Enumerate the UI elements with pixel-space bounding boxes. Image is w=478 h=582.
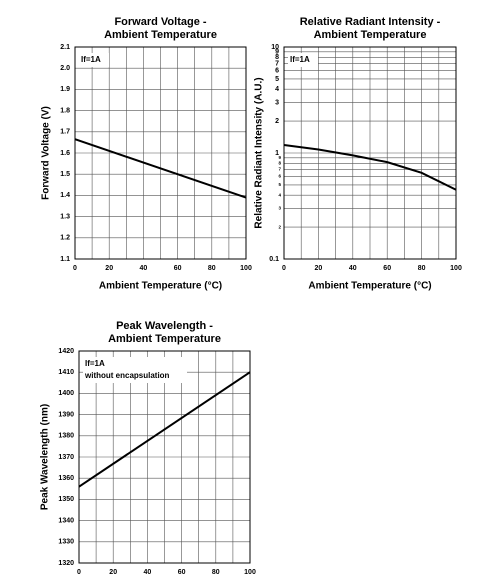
y-tick-label: 3 xyxy=(278,206,281,211)
x-tick-label: 60 xyxy=(174,265,182,272)
y-tick-label: 10 xyxy=(271,44,279,51)
x-tick-label: 0 xyxy=(77,569,81,576)
y-tick-label: 1.9 xyxy=(60,86,70,93)
x-tick-label: 60 xyxy=(178,569,186,576)
x-tick-label: 100 xyxy=(240,265,252,272)
annotation-box xyxy=(83,357,187,383)
x-tick-label: 0 xyxy=(282,265,286,272)
y-tick-label: 6 xyxy=(275,67,279,74)
annotation-box xyxy=(288,53,318,67)
y-tick-label: 1.2 xyxy=(60,235,70,242)
x-tick-label: 100 xyxy=(450,265,462,272)
plot-frame xyxy=(283,46,457,260)
y-axis-label: Peak Wavelength (nm) xyxy=(40,404,51,510)
y-tick-label: 1390 xyxy=(58,411,74,418)
y-tick-label: 3 xyxy=(275,99,279,106)
data-line xyxy=(78,371,251,488)
y-tick-label: 2 xyxy=(275,118,279,125)
y-tick-label: 2.1 xyxy=(60,44,70,51)
y-tick-label: 1370 xyxy=(58,454,74,461)
annotation-box xyxy=(79,53,109,67)
y-tick-label: 1360 xyxy=(58,475,74,482)
x-tick-label: 40 xyxy=(144,569,152,576)
y-tick-label: 8 xyxy=(275,54,279,61)
chart-title: Ambient Temperature xyxy=(108,333,221,345)
y-tick-label: 1330 xyxy=(58,539,74,546)
y-tick-label: 1340 xyxy=(58,517,74,524)
x-tick-label: 20 xyxy=(315,265,323,272)
x-tick-label: 20 xyxy=(105,265,113,272)
y-tick-label: 1.3 xyxy=(60,213,70,220)
y-tick-label: 0.1 xyxy=(269,256,279,263)
y-tick-label: 1.4 xyxy=(60,192,70,199)
data-line xyxy=(74,138,247,199)
y-tick-label: 4 xyxy=(278,192,281,197)
chart-title: Peak Wavelength - xyxy=(116,320,213,332)
y-tick-label: 1400 xyxy=(58,390,74,397)
x-axis-label: Ambient Temperature (°C) xyxy=(99,281,222,292)
x-tick-label: 0 xyxy=(73,265,77,272)
annotation: If=1A xyxy=(85,359,105,368)
y-tick-label: 9 xyxy=(275,49,279,56)
chart-title: Ambient Temperature xyxy=(104,29,217,41)
x-tick-label: 100 xyxy=(244,569,256,576)
y-tick-label: 1 xyxy=(275,150,279,157)
x-tick-label: 60 xyxy=(383,265,391,272)
x-tick-label: 80 xyxy=(418,265,426,272)
y-tick-label: 1420 xyxy=(58,348,74,355)
y-tick-label: 2.0 xyxy=(60,65,70,72)
x-tick-label: 80 xyxy=(208,265,216,272)
x-axis-label: Ambient Temperature (°C) xyxy=(308,281,431,292)
annotation: If=1A xyxy=(290,55,310,64)
annotation: If=1A xyxy=(81,55,101,64)
y-axis-label: Forward Voltage (V) xyxy=(41,106,52,200)
y-tick-label: 8 xyxy=(278,160,281,165)
plot-frame xyxy=(74,46,247,260)
x-tick-label: 40 xyxy=(349,265,357,272)
y-axis-label: Relative Radiant Intensity (A.U.) xyxy=(254,77,265,228)
x-tick-label: 20 xyxy=(109,569,117,576)
plot-frame xyxy=(78,350,251,564)
annotation: without encapsulation xyxy=(84,371,170,380)
y-tick-label: 1410 xyxy=(58,369,74,376)
y-tick-label: 9 xyxy=(278,155,281,160)
y-tick-label: 7 xyxy=(275,60,279,67)
y-tick-label: 1.5 xyxy=(60,171,70,178)
chart-title: Relative Radiant Intensity - xyxy=(300,16,441,28)
x-tick-label: 80 xyxy=(212,569,220,576)
y-tick-label: 1380 xyxy=(58,433,74,440)
y-tick-label: 6 xyxy=(278,174,281,179)
y-tick-label: 2 xyxy=(278,224,281,229)
y-tick-label: 5 xyxy=(275,76,279,83)
y-tick-label: 7 xyxy=(278,167,281,172)
y-tick-label: 5 xyxy=(278,182,281,187)
y-tick-label: 1320 xyxy=(58,560,74,567)
chart-title: Forward Voltage - xyxy=(114,16,206,28)
chart-title: Ambient Temperature xyxy=(314,29,427,41)
y-tick-label: 1.8 xyxy=(60,107,70,114)
x-tick-label: 40 xyxy=(140,265,148,272)
data-line xyxy=(283,144,457,191)
y-tick-label: 1.1 xyxy=(60,256,70,263)
y-tick-label: 1.6 xyxy=(60,150,70,157)
y-tick-label: 4 xyxy=(275,86,279,93)
y-tick-label: 1350 xyxy=(58,496,74,503)
y-tick-label: 1.7 xyxy=(60,129,70,136)
